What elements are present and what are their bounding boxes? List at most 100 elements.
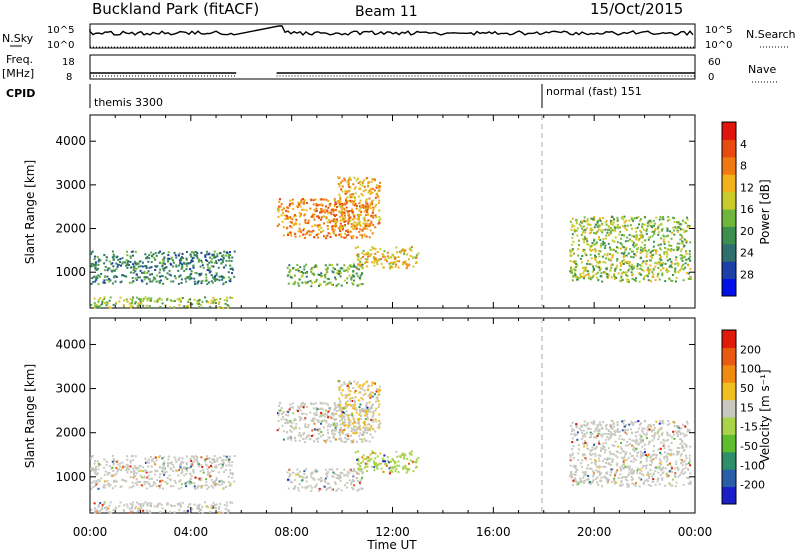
power-point (357, 215, 360, 218)
velocity-point (375, 390, 378, 393)
velocity-point (291, 422, 294, 425)
velocity-point (671, 436, 674, 439)
velocity-point (159, 454, 162, 457)
power-point (132, 271, 135, 274)
velocity-point (210, 478, 213, 481)
power-point (160, 275, 163, 278)
power-point (230, 260, 233, 263)
power-point (304, 199, 307, 202)
velocity-point (599, 454, 602, 457)
velocity-point (338, 388, 341, 391)
power-point (325, 237, 328, 240)
velocity-point (664, 451, 667, 454)
power-point (583, 249, 586, 252)
velocity-point (339, 401, 342, 404)
velocity-point (613, 477, 616, 480)
power-point (689, 267, 692, 270)
velocity-point (366, 459, 369, 462)
velocity-point (596, 425, 599, 428)
power-point (341, 267, 344, 270)
velocity-point (340, 413, 343, 416)
velocity-point (143, 475, 146, 478)
velocity-point (90, 457, 93, 460)
velocity-point (305, 486, 308, 489)
power-point (144, 257, 147, 260)
velocity-point (677, 467, 680, 470)
power-point (640, 225, 643, 228)
velocity-point (200, 456, 203, 459)
power-point (180, 257, 183, 260)
velocity-point (221, 463, 224, 466)
velocity-point (687, 477, 690, 480)
velocity-point (616, 456, 619, 459)
power-point (94, 265, 97, 268)
velocity-point (325, 473, 328, 476)
velocity-point (590, 461, 593, 464)
power-point (574, 273, 577, 276)
power-point (645, 255, 648, 258)
power-point (162, 252, 165, 255)
velocity-point (371, 451, 374, 454)
velocity-point (210, 504, 213, 507)
velocity-point (621, 429, 624, 432)
velocity-point (603, 458, 606, 461)
velocity-point (327, 436, 330, 439)
velocity-point (320, 479, 323, 482)
power-point (113, 255, 116, 258)
power-point (322, 209, 325, 212)
power-point (344, 199, 347, 202)
power-point (370, 200, 373, 203)
velocity-point (293, 486, 296, 489)
power-point (675, 258, 678, 261)
velocity-point (173, 504, 176, 507)
velocity-point (126, 467, 129, 470)
power-point (590, 263, 593, 266)
power-point (681, 256, 684, 259)
power-point (676, 226, 679, 229)
power-point (585, 266, 588, 269)
velocity-point (670, 452, 673, 455)
power-point (323, 274, 326, 277)
power-point (354, 221, 357, 224)
velocity-point (663, 447, 666, 450)
power-point (357, 246, 360, 249)
power-point (357, 195, 360, 198)
power-point (108, 267, 111, 270)
velocity-point (375, 420, 378, 423)
power-point (644, 216, 647, 219)
power-point (675, 256, 678, 259)
power-point (300, 208, 303, 211)
velocity-point (673, 421, 676, 424)
velocity-point (123, 479, 126, 482)
power-point (101, 303, 104, 306)
velocity-point (599, 423, 602, 426)
power-point (314, 198, 317, 201)
velocity-point (573, 473, 576, 476)
power-point (299, 212, 302, 215)
power-point (118, 300, 121, 303)
velocity-point (659, 451, 662, 454)
velocity-point (668, 453, 671, 456)
power-point (357, 213, 360, 216)
velocity-point (212, 481, 215, 484)
velocity-point (301, 401, 304, 404)
velocity-point (101, 503, 104, 506)
power-point (137, 302, 140, 305)
velocity-point (369, 433, 372, 436)
velocity-point (366, 469, 369, 472)
power-point (645, 228, 648, 231)
power-point (284, 217, 287, 220)
velocity-point (340, 440, 343, 443)
power-point (335, 272, 338, 275)
velocity-point (587, 447, 590, 450)
velocity-point (365, 465, 368, 468)
power-point (651, 230, 654, 233)
velocity-point (689, 472, 692, 475)
power-point (142, 297, 145, 300)
power-point (149, 280, 152, 283)
power-point (657, 267, 660, 270)
velocity-point (678, 427, 681, 430)
power-point (611, 248, 614, 251)
power-point (289, 215, 292, 218)
velocity-point (304, 437, 307, 440)
